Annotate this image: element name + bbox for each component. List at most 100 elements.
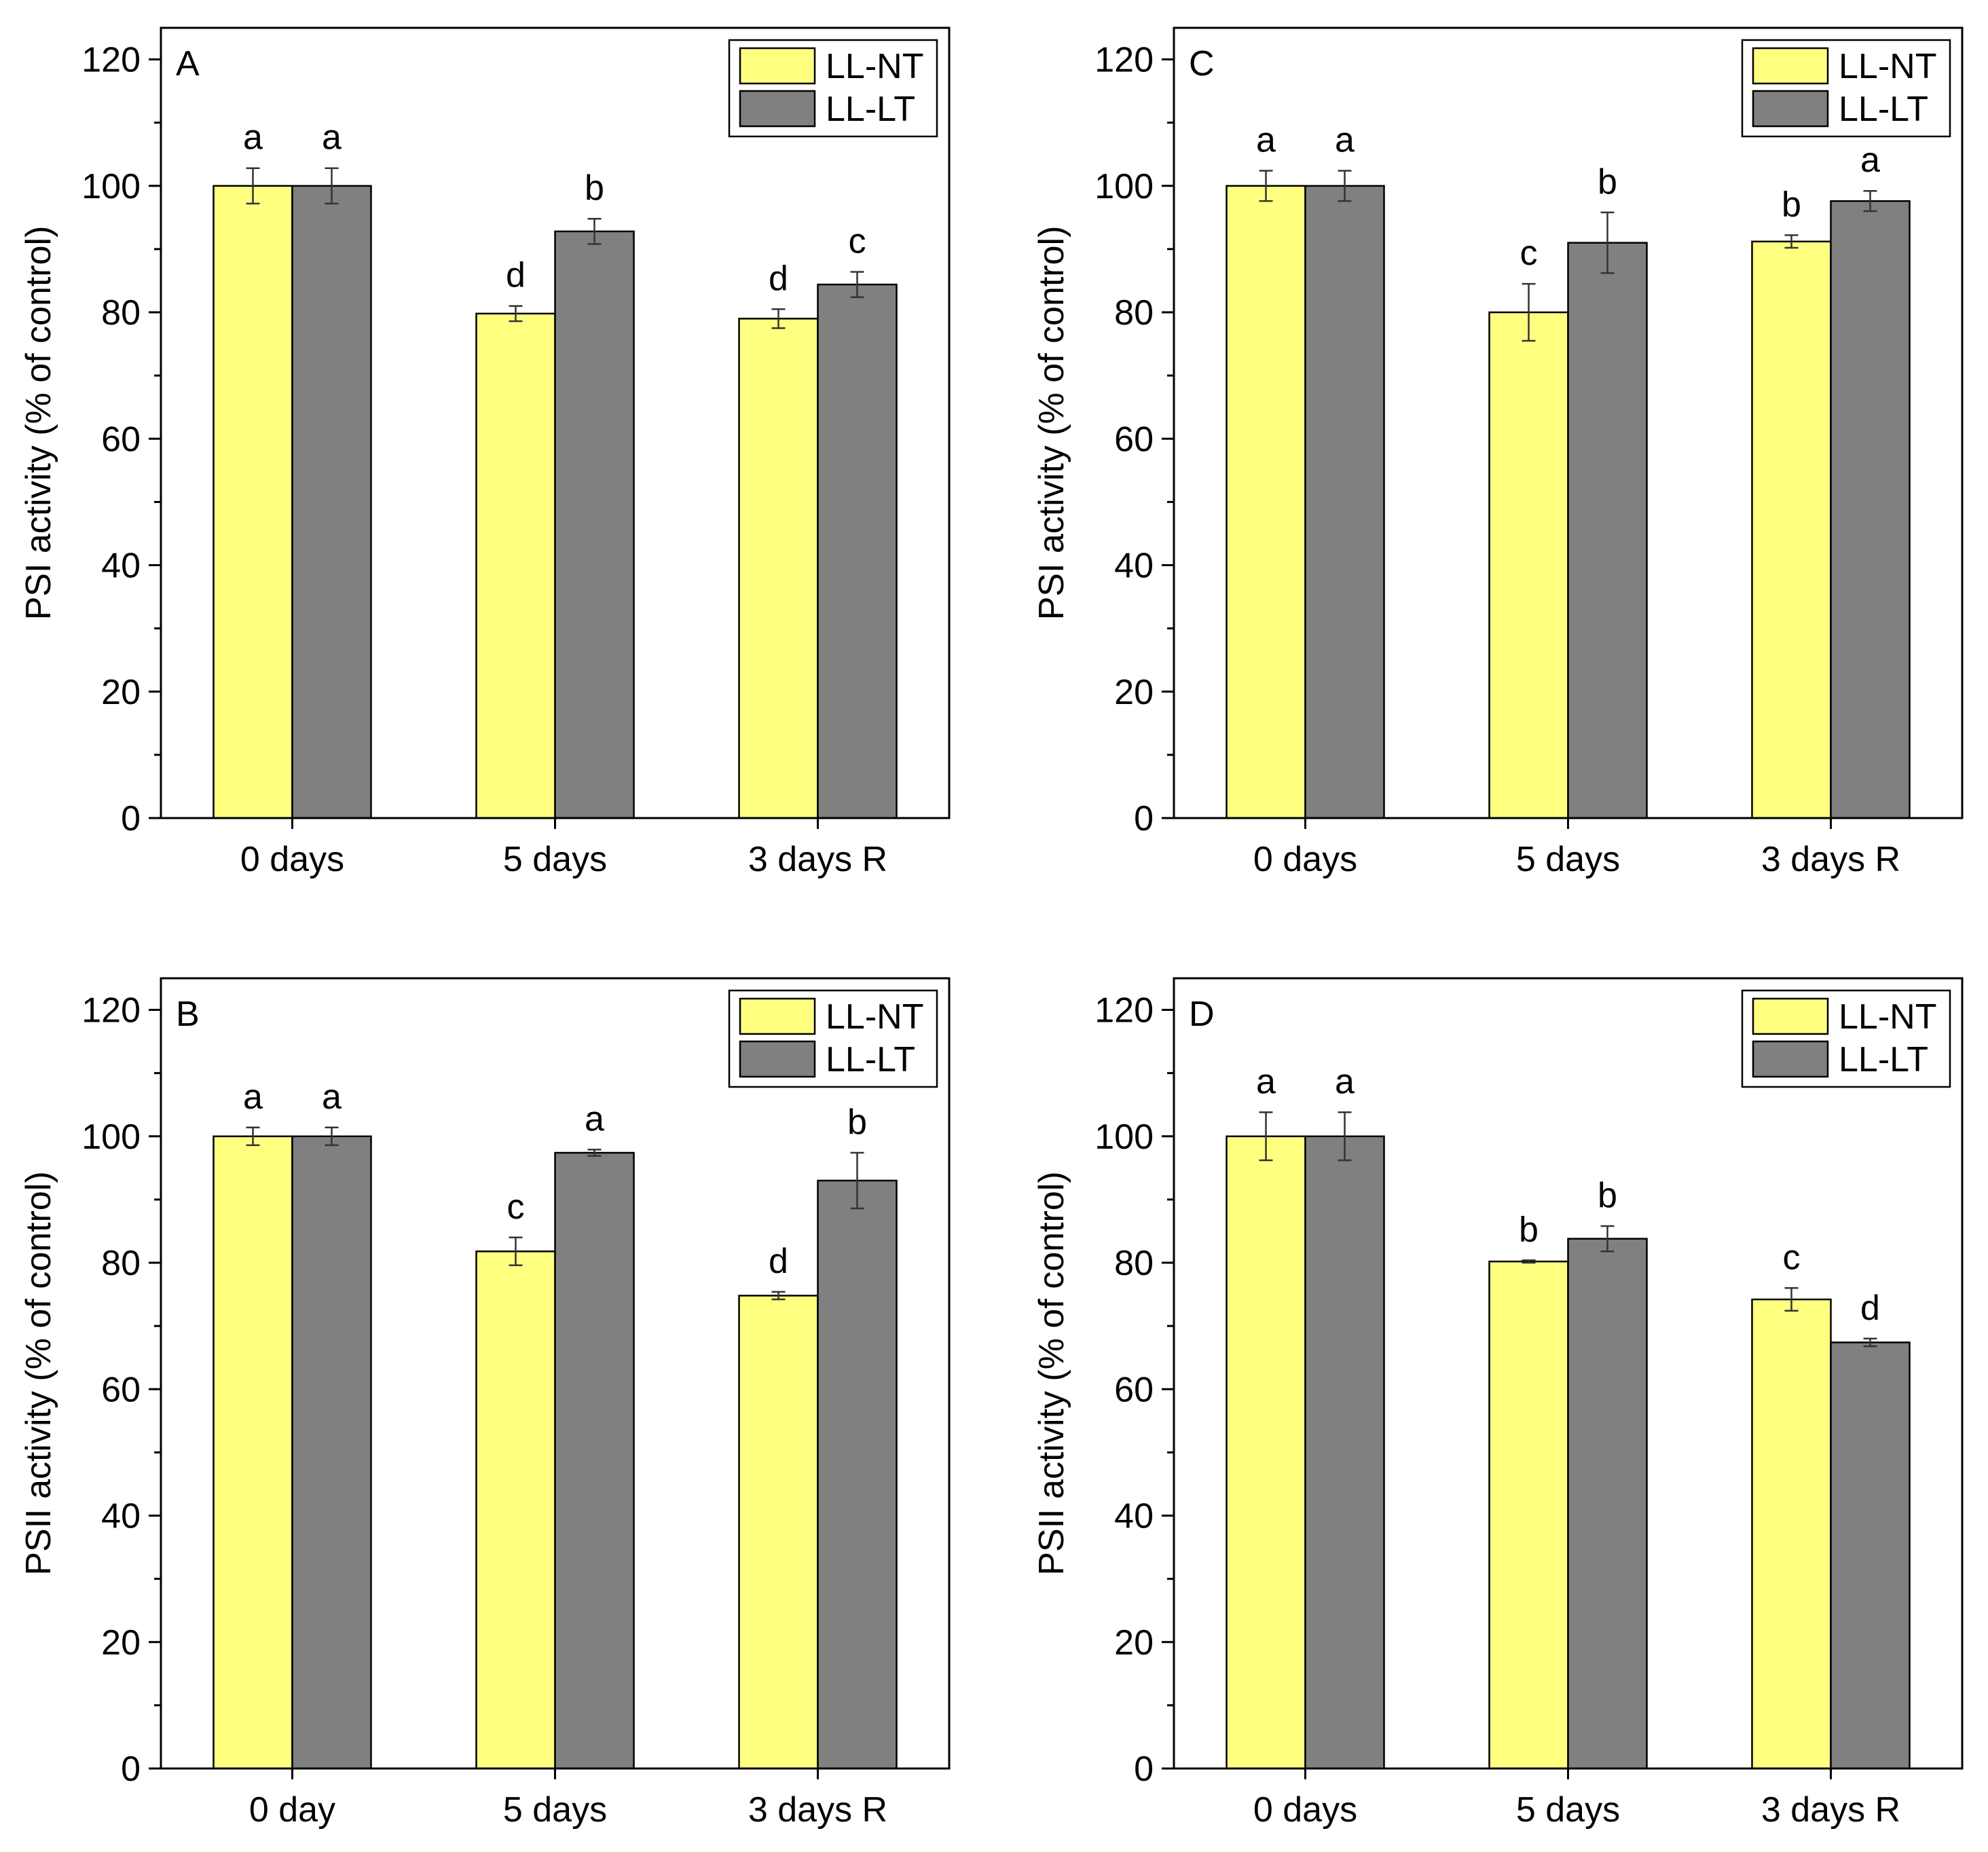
legend-swatch-ll-lt: [739, 90, 816, 128]
error-bar-ll-lt-1: [1338, 170, 1352, 202]
error-bar-ll-nt-1: [246, 167, 260, 205]
error-bar-ll-lt-2: [587, 217, 602, 245]
bar-ll-nt-2: [1488, 1260, 1569, 1770]
error-bar-ll-lt-3: [850, 1151, 864, 1210]
x-tick-label: 5 days: [503, 840, 607, 879]
legend-swatch-ll-nt: [1752, 47, 1829, 85]
bar-ll-nt-2: [1488, 311, 1569, 819]
y-tick-label: 20: [101, 673, 141, 712]
significance-letter: a: [1335, 1062, 1355, 1101]
panel-label: A: [176, 44, 200, 84]
y-tick-label: 80: [1114, 293, 1154, 333]
panel-label: C: [1189, 44, 1215, 84]
y-tick-label: 0: [121, 799, 141, 838]
y-tick-label: 20: [101, 1623, 141, 1663]
significance-letter: a: [322, 1077, 342, 1117]
y-tick-label: 60: [101, 420, 141, 459]
significance-letter: d: [1860, 1289, 1880, 1328]
bar-ll-nt-3: [738, 318, 819, 819]
bar-ll-lt-3: [1830, 1341, 1911, 1770]
y-axis-title: PSI activity (% of control): [19, 226, 58, 621]
error-bar-ll-lt-1: [1338, 1111, 1352, 1162]
bar-ll-lt-1: [1304, 185, 1385, 819]
y-tick-label: 80: [101, 293, 141, 333]
x-tick-label: 3 days R: [1761, 840, 1900, 879]
bar-ll-lt-2: [1567, 242, 1648, 819]
significance-letter: a: [1256, 120, 1276, 160]
x-tick-label: 5 days: [503, 1790, 607, 1830]
legend-swatch-ll-nt: [739, 47, 816, 85]
error-bar-ll-nt-2: [1522, 1259, 1536, 1264]
error-bar-ll-lt-2: [587, 1149, 602, 1157]
y-tick-label: 40: [101, 1497, 141, 1536]
panel-label: B: [176, 995, 200, 1034]
legend-swatch-ll-lt: [1752, 1040, 1829, 1078]
legend-label-ll-nt: LL-NT: [1839, 47, 1936, 86]
y-tick-label: 60: [101, 1370, 141, 1409]
error-bar-ll-nt-1: [1259, 170, 1273, 202]
y-tick-label: 100: [1094, 167, 1154, 206]
x-tick-label: 0 days: [1253, 840, 1357, 879]
x-tick-label: 5 days: [1516, 1790, 1620, 1830]
y-tick-label: 60: [1114, 420, 1154, 459]
y-tick-label: 40: [1114, 1497, 1154, 1536]
significance-letter: a: [243, 118, 263, 158]
x-tick-label: 0 days: [240, 840, 344, 879]
y-tick-label: 60: [1114, 1370, 1154, 1409]
y-axis-title: PSII activity (% of control): [1032, 1171, 1071, 1575]
y-tick-label: 0: [1134, 1749, 1154, 1789]
bar-ll-nt-3: [1751, 240, 1832, 819]
significance-letter: d: [769, 1242, 788, 1281]
error-bar-ll-lt-2: [1600, 211, 1615, 274]
bar-ll-nt-2: [475, 312, 556, 819]
bar-ll-lt-2: [554, 230, 635, 819]
error-bar-ll-lt-1: [325, 1126, 339, 1147]
panel-a: a d d a b c 0 20 40 60 80 100 120 0 days 5 days 3 days …: [19, 26, 951, 879]
panel-c: a c b a b a 0 20 40 60 80 100 120 0 days 5 days 3 days …: [1032, 26, 1964, 879]
bar-ll-nt-1: [213, 185, 293, 819]
bar-ll-lt-1: [291, 1135, 372, 1770]
significance-letter: b: [847, 1103, 867, 1142]
error-bar-ll-nt-2: [509, 1236, 523, 1267]
legend-label-ll-nt: LL-NT: [826, 47, 923, 86]
error-bar-ll-lt-3: [850, 271, 864, 298]
y-tick-label: 20: [1114, 1623, 1154, 1663]
significance-letter: a: [1256, 1062, 1276, 1101]
panel-label: D: [1189, 995, 1215, 1034]
y-tick-label: 100: [1094, 1117, 1154, 1157]
significance-letter: c: [1783, 1238, 1801, 1277]
y-tick-label: 40: [101, 547, 141, 586]
panel-d: a b c a b d 0 20 40 60 80 100 120 0 days 5 days 3 days …: [1032, 977, 1964, 1830]
y-tick-label: 120: [1094, 41, 1154, 80]
legend-label-ll-nt: LL-NT: [1839, 997, 1936, 1037]
significance-letter: a: [243, 1077, 263, 1117]
x-tick-label: 0 days: [1253, 1790, 1357, 1830]
y-tick-label: 100: [81, 1117, 141, 1157]
significance-letter: a: [1860, 141, 1880, 180]
legend-label-ll-lt: LL-LT: [826, 1040, 915, 1079]
significance-letter: b: [585, 168, 604, 208]
legend-swatch-ll-nt: [1752, 997, 1829, 1035]
panel-b: a c d a a b 0 20 40 60 80 100 120 0 day 5 days 3 days R…: [19, 977, 951, 1830]
bar-ll-nt-2: [475, 1251, 556, 1770]
bar-ll-lt-1: [291, 185, 372, 819]
significance-letter: c: [1520, 234, 1538, 273]
y-tick-label: 80: [1114, 1244, 1154, 1283]
bar-ll-lt-1: [1304, 1135, 1385, 1770]
error-bar-ll-lt-2: [1600, 1225, 1615, 1253]
y-tick-label: 80: [101, 1244, 141, 1283]
significance-letter: b: [1782, 185, 1801, 224]
legend-label-ll-lt: LL-LT: [1839, 1040, 1928, 1079]
bar-ll-nt-3: [738, 1295, 819, 1770]
significance-letter: b: [1598, 162, 1617, 202]
y-tick-label: 120: [81, 991, 141, 1031]
y-tick-label: 120: [81, 41, 141, 80]
bar-ll-lt-2: [554, 1151, 635, 1770]
error-bar-ll-nt-3: [771, 308, 786, 329]
y-tick-label: 0: [1134, 799, 1154, 838]
bar-ll-nt-1: [1226, 1135, 1306, 1770]
